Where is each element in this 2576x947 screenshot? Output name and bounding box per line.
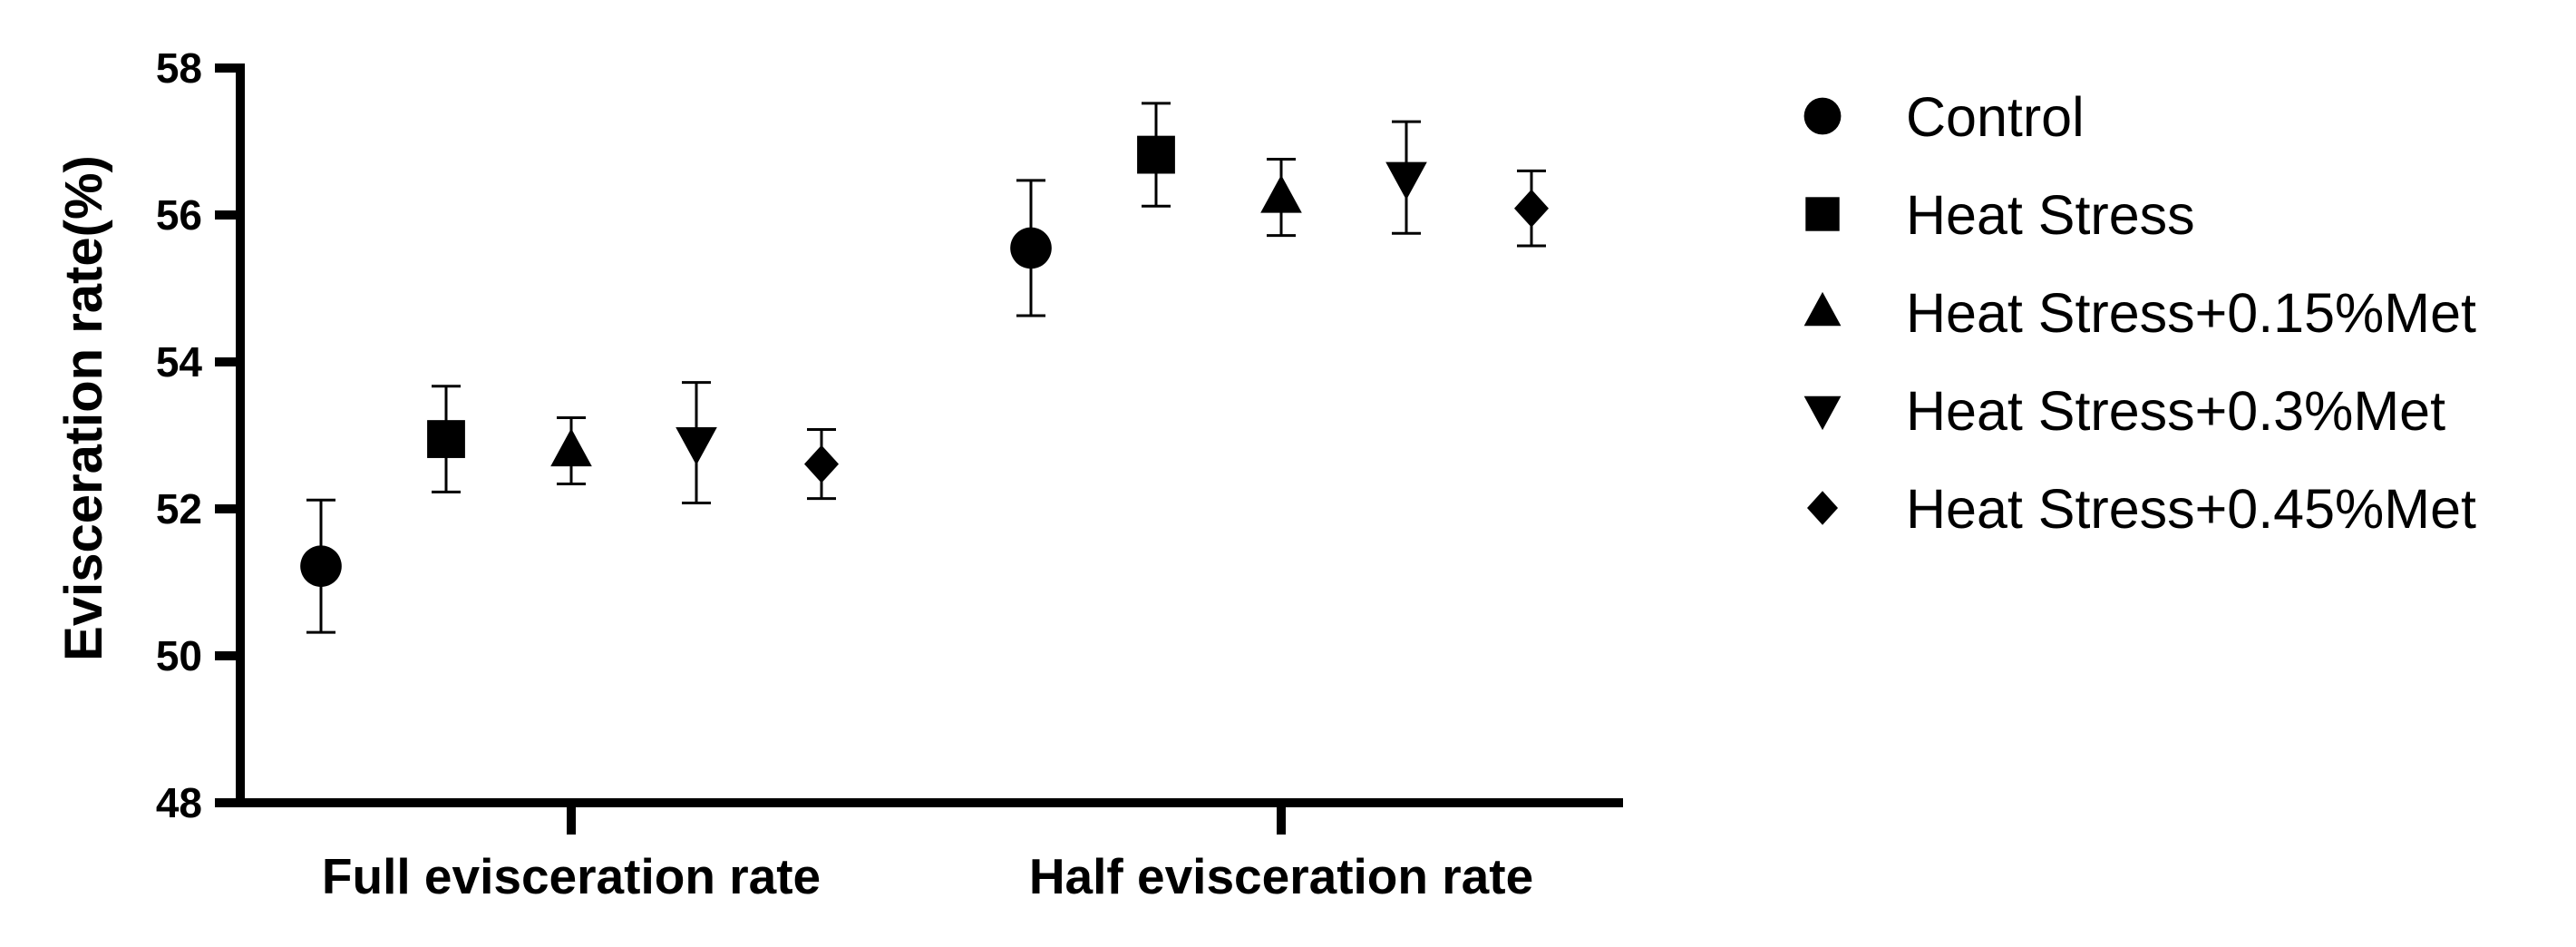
point-heat-stress-0-3-met-1 bbox=[1385, 120, 1427, 235]
legend-marker-heat-stress-0-15-met bbox=[1803, 291, 1842, 327]
legend-label-control: Control bbox=[1906, 86, 2085, 148]
marker-heat-stress-0-15-met-1 bbox=[1260, 174, 1302, 213]
legend-label-heat-stress-0-45-met: Heat Stress+0.45%Met bbox=[1906, 478, 2476, 540]
legend: Control Heat Stress Heat Stress+0.15%Met He… bbox=[1803, 86, 2476, 540]
y-tick-label-2: 52 bbox=[156, 485, 202, 532]
legend-marker-control bbox=[1803, 97, 1842, 135]
point-control-0 bbox=[300, 498, 342, 634]
point-heat-stress-0 bbox=[427, 385, 465, 493]
legend-item-heat-stress-0-3-met: Heat Stress+0.3%Met bbox=[1803, 380, 2445, 442]
x-category-label-1: Half evisceration rate bbox=[1029, 848, 1533, 904]
point-heat-stress-0-3-met-0 bbox=[676, 381, 717, 505]
point-control-1 bbox=[1010, 179, 1052, 317]
point-heat-stress-1 bbox=[1137, 102, 1175, 208]
marker-heat-stress-0 bbox=[427, 420, 465, 458]
legend-label-heat-stress-0-15-met: Heat Stress+0.15%Met bbox=[1906, 282, 2476, 344]
marker-control-1 bbox=[1010, 227, 1052, 269]
y-tick-label-3: 54 bbox=[156, 338, 203, 386]
y-ticks: 48 50 52 54 56 58 bbox=[156, 44, 240, 826]
marker-control-0 bbox=[300, 545, 342, 587]
legend-item-control: Control bbox=[1803, 86, 2085, 148]
y-tick-label-4: 56 bbox=[156, 191, 202, 239]
marker-heat-stress-0-45-met-0 bbox=[804, 444, 839, 483]
axes bbox=[236, 63, 1623, 807]
marker-heat-stress-0-3-met-0 bbox=[676, 427, 717, 465]
y-tick-label-1: 50 bbox=[156, 632, 202, 679]
y-tick-label-0: 48 bbox=[156, 779, 202, 826]
marker-heat-stress-1 bbox=[1137, 135, 1175, 174]
legend-marker-heat-stress-0-45-met bbox=[1807, 491, 1838, 525]
marker-heat-stress-0-45-met-1 bbox=[1514, 189, 1549, 228]
legend-marker-heat-stress bbox=[1805, 197, 1840, 231]
point-heat-stress-0-15-met-0 bbox=[550, 416, 592, 485]
legend-item-heat-stress-0-45-met: Heat Stress+0.45%Met bbox=[1807, 478, 2476, 540]
y-tick-label-5: 58 bbox=[156, 44, 202, 92]
legend-marker-heat-stress-0-3-met bbox=[1803, 395, 1842, 431]
legend-item-heat-stress: Heat Stress bbox=[1805, 184, 2195, 246]
point-heat-stress-0-45-met-0 bbox=[804, 428, 839, 501]
data-marks bbox=[300, 102, 1549, 634]
legend-label-heat-stress-0-3-met: Heat Stress+0.3%Met bbox=[1906, 380, 2445, 442]
x-ticks: Full evisceration rate Half evisceration … bbox=[322, 803, 1533, 904]
legend-label-heat-stress: Heat Stress bbox=[1906, 184, 2195, 246]
y-axis-title: Evisceration rate(%) bbox=[54, 155, 113, 661]
point-heat-stress-0-45-met-1 bbox=[1514, 169, 1549, 248]
legend-item-heat-stress-0-15-met: Heat Stress+0.15%Met bbox=[1803, 282, 2476, 344]
marker-heat-stress-0-15-met-0 bbox=[550, 428, 592, 467]
point-heat-stress-0-15-met-1 bbox=[1260, 157, 1302, 238]
x-category-label-0: Full evisceration rate bbox=[322, 848, 821, 904]
marker-heat-stress-0-3-met-1 bbox=[1385, 161, 1427, 200]
